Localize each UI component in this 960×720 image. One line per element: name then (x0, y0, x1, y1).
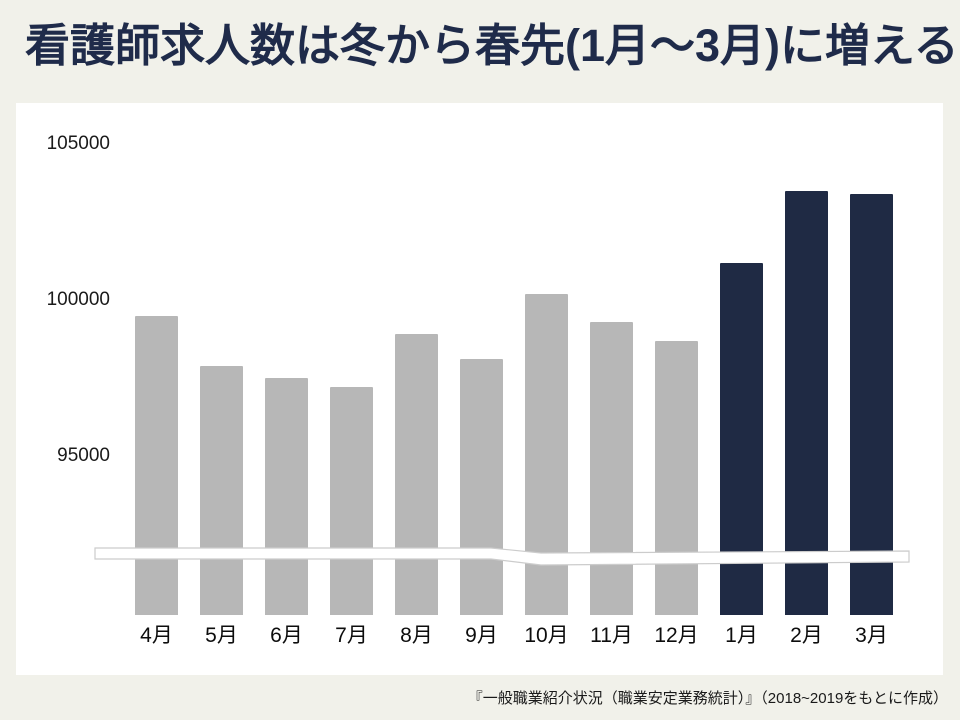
slide-title: 看護師求人数は冬から春先(1月～3月)に増える (25, 20, 959, 71)
bar-2月 (785, 190, 828, 615)
bar-10月 (525, 293, 568, 615)
x-label-4月: 4月 (140, 624, 173, 647)
x-label-3月: 3月 (855, 624, 888, 647)
bar-5月 (200, 365, 243, 615)
bar-12月 (655, 340, 698, 615)
x-label-12月: 12月 (654, 624, 699, 647)
x-label-2月: 2月 (790, 624, 823, 647)
x-label-8月: 8月 (400, 624, 433, 647)
bar-9月 (460, 359, 503, 615)
bar-1月 (720, 262, 763, 615)
x-label-10月: 10月 (524, 624, 569, 647)
bar-8月 (395, 334, 438, 615)
x-label-9月: 9月 (465, 624, 498, 647)
source-note: 『一般職業紹介状況（職業安定業務統計）』（2018~2019をもとに作成） (467, 690, 948, 707)
bar-6月 (265, 378, 308, 615)
x-label-5月: 5月 (205, 624, 238, 647)
x-label-1月: 1月 (725, 624, 758, 647)
x-label-7月: 7月 (335, 624, 368, 647)
bar-4月 (135, 315, 178, 615)
chart-panel: 105000 100000 95000 4月 5月 6月 7月 8月 9月 10月 11月 12月 1… (16, 103, 943, 675)
bar-3月 (850, 193, 893, 615)
bar-11月 (590, 321, 633, 615)
y-tick-label-105000: 105000 (46, 133, 110, 154)
y-tick-label-95000: 95000 (57, 445, 110, 466)
y-tick-label-100000: 100000 (46, 289, 110, 310)
x-label-6月: 6月 (270, 624, 303, 647)
bar-7月 (330, 387, 373, 615)
x-label-11月: 11月 (590, 624, 633, 647)
